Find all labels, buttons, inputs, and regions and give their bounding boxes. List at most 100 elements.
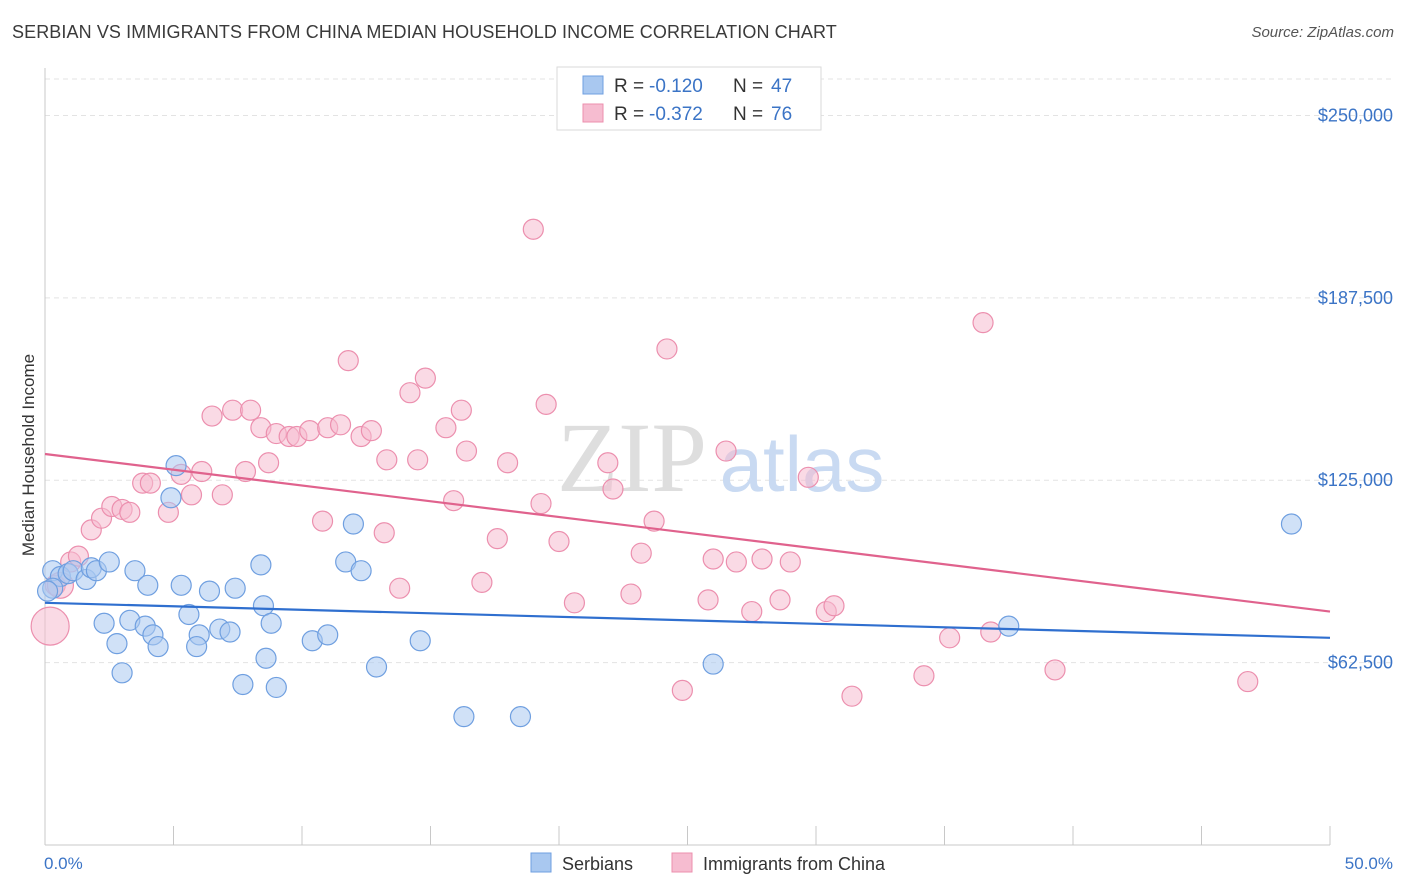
data-point [36,580,59,602]
data-point [250,554,272,576]
data-point [841,685,863,707]
legend-bottom-china-swatch [671,852,693,873]
data-point [211,484,233,506]
data-point [30,606,70,646]
data-point [913,665,935,687]
legend-china-n-value: 76 [771,104,792,125]
serbians-trend-line [44,601,1331,639]
legend-bottom-serbians-label: Serbians [562,854,633,874]
data-point [255,647,277,669]
data-point [471,571,493,593]
data-point [620,583,642,605]
data-point [160,487,182,509]
data-point [124,560,146,582]
correlation-legend: R = -0.120 N = 47 R = -0.372 N = 76 [556,66,822,131]
data-point [201,405,223,427]
data-point [257,452,280,474]
data-point [311,510,334,532]
legend-serbians-n-label: N = [733,76,763,97]
data-point [219,621,241,643]
data-point [222,399,244,421]
y-tick-label: $62,500 [1328,653,1393,673]
source-label: Source: ZipAtlas.com [1251,24,1394,41]
y-tick-label: $125,000 [1318,470,1393,490]
data-point [497,452,519,474]
data-point [265,676,287,699]
legend-serbians-n-value: 47 [771,76,792,97]
gridlines [45,78,1395,664]
data-point [823,595,845,617]
data-point [119,501,141,523]
data-point [407,449,429,471]
data-point [399,382,421,404]
data-point [350,560,372,582]
data-point [972,312,994,334]
series-serbians-points [36,455,1303,728]
trend-lines [44,452,1331,639]
data-point [630,542,652,564]
data-point [702,653,724,675]
legend-serbians-swatch [582,75,604,95]
data-point [751,548,773,570]
data-point [260,612,282,634]
data-point [725,551,747,573]
data-point [509,706,532,728]
data-point [702,548,724,570]
data-point [697,589,719,611]
legend-bottom-china-label: Immigrants from China [703,854,886,874]
data-point [769,589,791,611]
legend-china-swatch [582,103,604,123]
data-point [111,662,133,684]
y-tick-label: $250,000 [1318,105,1393,125]
legend-bottom-serbians-swatch [530,852,552,873]
data-point [232,673,254,696]
y-tick-labels: $62,500 $125,000 $187,500 $250,000 [1318,105,1393,672]
data-point [106,633,128,655]
watermark-zip: ZIP [557,402,707,513]
data-point [252,595,275,617]
data-point [939,627,961,649]
data-point [234,460,257,483]
data-point [409,630,431,652]
data-point [198,580,221,602]
legend-serbians-r-value: -0.120 [649,76,703,97]
data-point [1044,659,1066,681]
data-point [224,577,246,599]
data-point [373,522,395,544]
data-point [93,612,115,634]
data-point [455,440,478,462]
data-point [998,615,1020,637]
legend-china-r-label: R = [614,104,644,125]
data-point [643,510,665,532]
data-point [240,399,262,421]
watermark: ZIP atlas [557,402,884,513]
data-point [563,592,586,614]
data-point [139,472,161,494]
data-point [797,466,819,488]
data-point [602,478,624,500]
data-point [342,513,364,535]
legend-serbians-r-label: R = [614,76,644,97]
data-point [522,218,544,240]
data-point [656,338,678,360]
data-point [486,527,508,550]
legend-china-n-label: N = [733,104,763,125]
data-point [450,399,472,421]
data-point [980,621,1002,643]
series-legend: Serbians Immigrants from China [530,852,886,874]
data-point [186,635,208,658]
data-point [779,551,801,573]
data-point [453,706,475,728]
china-trend-line [44,452,1331,613]
data-point [337,349,359,372]
data-point [389,577,411,599]
x-tick-label-min: 0.0% [44,854,83,873]
data-point [530,492,552,515]
data-point [317,624,339,646]
data-point [180,484,203,506]
legend-china-r-value: -0.372 [649,104,703,125]
data-point [535,393,557,415]
data-point [178,603,200,626]
data-point [137,574,159,596]
